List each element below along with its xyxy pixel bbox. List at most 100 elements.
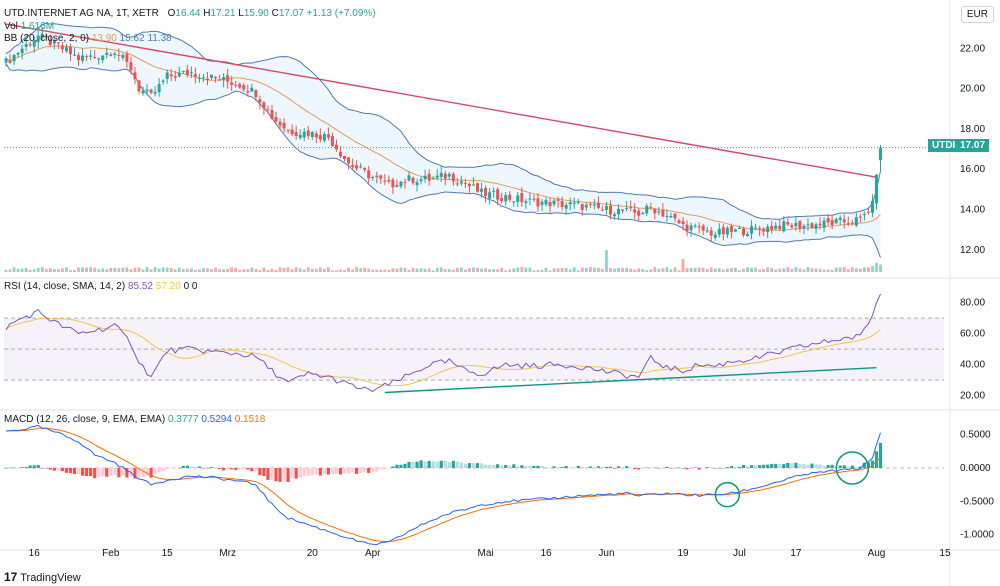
candle-body bbox=[520, 193, 524, 203]
candle-body bbox=[322, 134, 326, 141]
macd-histogram-bar bbox=[516, 466, 520, 468]
macd-histogram-bar bbox=[294, 468, 298, 479]
volume-bar bbox=[782, 268, 786, 272]
volume-bar bbox=[798, 268, 802, 272]
candle-body bbox=[476, 183, 480, 192]
volume-bar bbox=[447, 269, 451, 272]
candle-body bbox=[790, 225, 794, 228]
rsi-sma-line bbox=[5, 317, 881, 387]
currency-button[interactable]: EUR bbox=[960, 6, 994, 23]
bollinger-fill bbox=[6, 23, 881, 258]
volume-bar bbox=[689, 268, 693, 272]
candle-body bbox=[447, 173, 451, 177]
candle-body bbox=[266, 108, 270, 110]
candle-body bbox=[391, 179, 395, 188]
volume-bar bbox=[230, 267, 234, 272]
macd-axis-tick: 0.5000 bbox=[960, 430, 991, 441]
macd-histogram-bar bbox=[48, 468, 52, 470]
candle-body bbox=[709, 230, 713, 236]
candle-body bbox=[60, 45, 64, 50]
price-axis-tick: 22.00 bbox=[960, 43, 985, 54]
candle-body bbox=[459, 181, 463, 184]
macd-histogram-bar bbox=[649, 467, 653, 469]
candle-body bbox=[451, 173, 455, 182]
candle-body bbox=[246, 91, 250, 93]
candle-body bbox=[165, 72, 169, 80]
price-axis-tick: 12.00 bbox=[960, 245, 985, 256]
macd-histogram-bar bbox=[222, 468, 226, 471]
volume-bar bbox=[580, 267, 584, 272]
macd-histogram-bar bbox=[97, 468, 101, 478]
candle-body bbox=[153, 91, 157, 94]
candle-body bbox=[439, 172, 443, 177]
macd-histogram-bar bbox=[741, 464, 746, 468]
volume-bar bbox=[226, 268, 230, 272]
candle-body bbox=[181, 71, 185, 73]
tradingview-logo[interactable]: 17 TradingView bbox=[4, 570, 81, 584]
volume-bar bbox=[379, 269, 383, 272]
macd-histogram-bar bbox=[415, 461, 419, 468]
macd-histogram-bar bbox=[105, 468, 109, 477]
bb-lower-value: 11.38 bbox=[147, 33, 172, 44]
candle-body bbox=[68, 46, 72, 55]
macd-histogram-bar bbox=[770, 463, 774, 468]
candle-body bbox=[125, 53, 129, 62]
volume-bar bbox=[661, 268, 665, 272]
volume-bar bbox=[367, 268, 371, 272]
candle-body bbox=[613, 214, 617, 217]
macd-histogram-bar bbox=[89, 468, 93, 477]
macd-histogram-bar bbox=[350, 468, 355, 473]
macd-histogram-bar bbox=[431, 461, 435, 468]
macd-histogram-bar bbox=[536, 465, 540, 468]
candle-body bbox=[8, 60, 12, 63]
candle-body bbox=[548, 202, 552, 207]
macd-histogram-bar bbox=[669, 468, 673, 469]
volume-bar bbox=[113, 267, 117, 272]
candle-body bbox=[737, 228, 741, 230]
candle-body bbox=[677, 220, 681, 224]
macd-histogram-bar bbox=[234, 468, 238, 470]
volume-bar bbox=[742, 268, 745, 272]
volume-bar bbox=[371, 269, 375, 272]
macd-histogram-bar bbox=[822, 465, 826, 468]
macd-histogram-bar bbox=[717, 467, 721, 469]
candle-body bbox=[870, 200, 874, 213]
volume-bar bbox=[838, 267, 842, 272]
candle-body bbox=[351, 165, 355, 167]
volume-bar bbox=[298, 268, 302, 272]
candle-body bbox=[629, 207, 633, 209]
volume-bar bbox=[629, 268, 633, 272]
candle-body bbox=[516, 195, 520, 202]
volume-bar bbox=[750, 267, 753, 272]
macd-histogram-bar bbox=[290, 468, 294, 479]
macd-histogram-bar bbox=[60, 468, 65, 472]
macd-histogram-bar bbox=[371, 468, 375, 473]
candle-body bbox=[681, 221, 685, 225]
volume-bar bbox=[363, 267, 367, 272]
candle-body bbox=[278, 121, 282, 126]
candle-body bbox=[302, 131, 306, 138]
macd-histogram-bar bbox=[64, 468, 69, 473]
volume-bar bbox=[73, 270, 76, 272]
macd-histogram-bar bbox=[830, 464, 834, 468]
macd-histogram-bar bbox=[407, 461, 411, 468]
volume-bar bbox=[822, 269, 826, 272]
volume-bar bbox=[693, 267, 697, 272]
candle-body bbox=[455, 183, 459, 185]
volume-bar bbox=[302, 269, 306, 272]
symbol-name: UTD.INTERNET AG NA, 1T, XETR bbox=[4, 8, 159, 19]
volume-bar bbox=[145, 267, 149, 272]
volume-bar bbox=[701, 267, 705, 272]
volume-bar bbox=[8, 269, 12, 272]
macd-histogram-bar bbox=[588, 466, 592, 468]
volume-bar bbox=[834, 267, 838, 272]
volume-bar bbox=[842, 267, 846, 272]
volume-bar bbox=[173, 269, 177, 272]
candle-body bbox=[73, 54, 77, 56]
macd-cross-circle bbox=[714, 481, 741, 508]
volume-bar bbox=[645, 270, 649, 272]
ohlc-low: L15.90 bbox=[238, 8, 269, 19]
macd-histogram-bar bbox=[205, 467, 210, 469]
macd-histogram-bar bbox=[133, 468, 137, 479]
